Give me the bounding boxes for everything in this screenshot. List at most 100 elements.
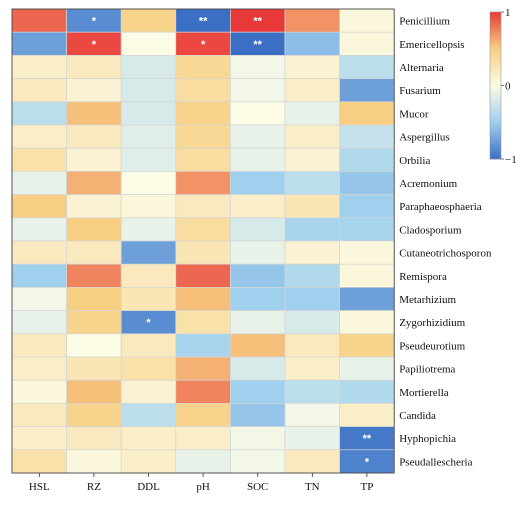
colorbar-segment	[490, 97, 501, 101]
row-label: Hyphopichia	[399, 433, 456, 445]
heatmap-cell-metarhizium-tn	[284, 287, 340, 311]
colorbar-segment	[490, 129, 501, 133]
heatmap-cell-mortierella-ph	[175, 379, 231, 404]
colorbar-segment	[490, 110, 501, 113]
row-label: Mucor	[399, 108, 429, 120]
heatmap-cell-mortierella-soc	[230, 379, 286, 404]
row-label: Papiliotrema	[399, 364, 455, 376]
heatmap-cell-pseudeurotium-ddl	[120, 333, 177, 358]
heatmap-cell-remispora-hsl	[11, 263, 67, 288]
significance-mark: *	[201, 39, 206, 51]
heatmap-cell-zygorhizidium-tp	[339, 310, 395, 335]
heatmap-cell-remispora-rz	[66, 263, 122, 288]
heatmap-cell-pseudeurotium-rz	[66, 333, 122, 358]
heatmap-cell-alternaria-rz	[66, 55, 122, 79]
colorbar-segment	[490, 19, 501, 23]
heatmap-cell-aspergillus-tp	[339, 124, 395, 149]
heatmap-cell-orbilia-tp	[339, 147, 395, 172]
heatmap-cell-alternaria-ddl	[120, 55, 177, 79]
heatmap-cell-paraphaeosphaeria-hsl	[11, 194, 67, 219]
column-label: TP	[360, 481, 373, 493]
column-label: TN	[305, 481, 320, 493]
significance-mark: *	[146, 317, 151, 329]
heatmap-cell-paraphaeosphaeria-ddl	[120, 194, 177, 219]
heatmap-cell-penicillium-hsl	[11, 8, 67, 33]
row-label: Pseudallescheria	[399, 456, 472, 468]
heatmap-cells	[11, 8, 395, 474]
heatmap-cell-aspergillus-soc	[230, 124, 286, 149]
heatmap-cell-mucor-soc	[230, 101, 286, 126]
heatmap-cell-orbilia-ddl	[120, 147, 177, 172]
heatmap-cell-hyphopichia-ph	[175, 426, 231, 451]
heatmap-cell-hyphopichia-hsl	[11, 426, 67, 451]
heatmap-cell-mortierella-ddl	[120, 379, 177, 404]
heatmap-cell-cutaneotrichosporon-rz	[66, 240, 122, 265]
heatmap-cell-fusarium-ph	[175, 78, 231, 103]
colorbar-tick-label: −1	[505, 154, 517, 166]
colorbar-segment	[490, 112, 501, 116]
colorbar-segment	[490, 87, 501, 91]
colorbar-segment	[490, 136, 501, 140]
colorbar-segment	[490, 119, 501, 123]
colorbar-segment	[490, 102, 501, 106]
heatmap-cell-orbilia-hsl	[11, 147, 67, 172]
heatmap-cell-zygorhizidium-soc	[230, 310, 286, 335]
heatmap-cell-acremonium-ph	[175, 171, 231, 195]
colorbar-segment	[490, 92, 501, 96]
colorbar-segment	[490, 73, 501, 77]
significance-mark: **	[253, 39, 262, 51]
heatmap-cell-remispora-soc	[230, 263, 286, 288]
heatmap-cell-paraphaeosphaeria-soc	[230, 194, 286, 219]
heatmap-cell-pseudeurotium-tp	[339, 333, 395, 358]
heatmap-cell-papiliotrema-hsl	[11, 356, 67, 381]
heatmap-cell-pseudeurotium-hsl	[11, 333, 67, 358]
colorbar-segment	[490, 154, 501, 157]
heatmap-cell-fusarium-tp	[339, 78, 395, 103]
row-labels: Penicillium Emericellopsis Alternaria Fusar…	[399, 16, 492, 469]
colorbar-segment	[490, 127, 501, 130]
heatmap-cell-acremonium-rz	[66, 171, 122, 195]
heatmap-cell-metarhizium-soc	[230, 287, 286, 311]
heatmap-cell-mucor-ddl	[120, 101, 177, 126]
significance-mark: **	[199, 16, 208, 28]
heatmap-cell-cutaneotrichosporon-tp	[339, 240, 395, 265]
heatmap-cell-cladosporium-tn	[284, 217, 340, 242]
colorbar: 1 0 −1	[489, 7, 517, 166]
colorbar-segment	[490, 114, 501, 118]
heatmap-cell-penicillium-tp	[339, 8, 395, 33]
heatmap-cell-candida-hsl	[11, 403, 67, 427]
heatmap-cell-emericellopsis-tp	[339, 31, 395, 56]
heatmap-cell-mortierella-tn	[284, 379, 340, 404]
heatmap-cell-mucor-rz	[66, 101, 122, 126]
heatmap-cell-alternaria-soc	[230, 55, 286, 79]
column-label: RZ	[87, 481, 101, 493]
colorbar-tick-label: 1	[505, 7, 511, 19]
colorbar-segment	[490, 61, 501, 64]
row-label: Emericellopsis	[399, 39, 464, 51]
row-label: Fusarium	[399, 85, 441, 97]
heatmap-cell-aspergillus-tn	[284, 124, 340, 149]
heatmap-cell-mucor-tp	[339, 101, 395, 126]
colorbar-segment	[490, 65, 501, 69]
heatmap-cell-fusarium-rz	[66, 78, 122, 103]
colorbar-segment	[490, 144, 501, 148]
heatmap-cell-emericellopsis-hsl	[11, 31, 67, 56]
colorbar-segment	[490, 26, 501, 30]
heatmap-cell-orbilia-tn	[284, 147, 340, 172]
heatmap-cell-pseudallescheria-ph	[175, 449, 231, 474]
heatmap-cell-mucor-ph	[175, 101, 231, 126]
colorbar-segment	[490, 29, 501, 32]
colorbar-segment	[490, 122, 501, 126]
colorbar-segment	[490, 16, 501, 20]
colorbar-segment	[490, 46, 501, 50]
heatmap-cell-candida-tn	[284, 403, 340, 427]
colorbar-tick-label: 0	[505, 81, 511, 93]
row-label: Penicillium	[399, 16, 450, 28]
heatmap-cell-pseudeurotium-ph	[175, 333, 231, 358]
colorbar-segment	[490, 146, 501, 150]
heatmap-cell-penicillium-tn	[284, 8, 340, 33]
colorbar-segment	[490, 58, 501, 62]
colorbar-segment	[490, 31, 501, 35]
heatmap-cell-papiliotrema-ddl	[120, 356, 177, 381]
colorbar-segment	[490, 12, 501, 15]
